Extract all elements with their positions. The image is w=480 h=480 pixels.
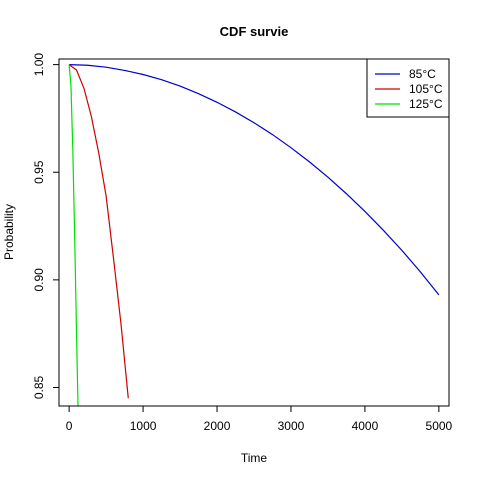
x-tick-label: 5000: [426, 419, 453, 433]
series-line: [68, 64, 79, 406]
x-axis: 0 1000 2000 3000 4000 5000: [66, 405, 453, 433]
y-tick-label: 0.90: [32, 268, 46, 292]
x-tick-label: 0: [66, 419, 73, 433]
x-tick-label: 4000: [352, 419, 379, 433]
y-tick-label: 0.95: [32, 160, 46, 184]
y-tick-label: 0.85: [32, 375, 46, 399]
legend-label: 105°C: [409, 82, 443, 96]
x-tick-label: 2000: [204, 419, 231, 433]
series-layer: [68, 64, 440, 406]
legend-label: 85°C: [409, 67, 436, 81]
y-axis-label: Probability: [2, 204, 16, 260]
y-tick-label: 1.00: [32, 53, 46, 77]
x-tick-label: 3000: [278, 419, 305, 433]
legend-label: 125°C: [409, 97, 443, 111]
y-axis: 0.85 0.90 0.95 1.00: [32, 53, 60, 399]
legend-box: [366, 58, 450, 118]
series-line: [68, 64, 129, 399]
chart-title: CDF survie: [220, 24, 289, 39]
x-tick-label: 1000: [130, 419, 157, 433]
x-axis-label: Time: [241, 451, 268, 465]
series-line: [69, 64, 440, 296]
